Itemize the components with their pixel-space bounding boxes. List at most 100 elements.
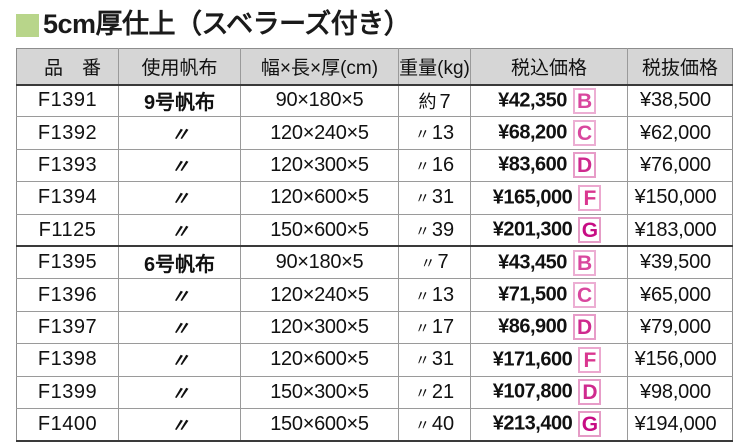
cell-cloth-type: 〃	[118, 181, 241, 215]
table-body: F1391 9号帆布 90×180×5 約 7 ¥42,350 B ¥38,500 F1392 〃…	[16, 84, 733, 442]
cell-product-code: F1125	[16, 214, 119, 247]
table-row: F1399 〃 150×300×5 〃 21 ¥107,800 D ¥98,000	[16, 376, 733, 409]
table-row: F1391 9号帆布 90×180×5 約 7 ¥42,350 B ¥38,500	[16, 84, 733, 118]
cell-price-excl-tax: ¥156,000	[627, 343, 733, 377]
cell-weight: 〃 7	[398, 245, 471, 280]
cell-price-incl-tax: ¥71,500 C	[470, 278, 628, 312]
table-row: F1392 〃 120×240×5 〃 13 ¥68,200 C ¥62,000	[16, 116, 733, 150]
spec-table-container: 品 番 使用帆布 幅×長×厚(cm) 重量(kg) 税込価格 税抜価格 F139…	[16, 48, 733, 442]
cell-dimensions: 150×300×5	[240, 376, 399, 409]
grade-badge: G	[578, 411, 602, 438]
cell-dimensions: 120×300×5	[240, 149, 399, 183]
cell-dimensions: 120×600×5	[240, 181, 399, 215]
cell-weight: 〃 39	[398, 214, 471, 247]
cell-weight: 〃 17	[398, 311, 471, 345]
cell-dimensions: 90×180×5	[240, 84, 399, 118]
cell-cloth-type: 〃	[118, 278, 241, 312]
cell-cloth-type: 6号帆布	[118, 245, 241, 280]
cell-weight: 〃 31	[398, 343, 471, 377]
cell-product-code: F1398	[16, 343, 119, 377]
cell-price-excl-tax: ¥79,000	[627, 311, 733, 345]
grade-badge: C	[572, 282, 596, 309]
cell-weight: 〃 13	[398, 116, 471, 150]
cell-price-excl-tax: ¥98,000	[627, 376, 733, 409]
column-header-weight: 重量(kg)	[398, 48, 471, 86]
cell-weight: 〃 16	[398, 149, 471, 183]
column-header-price-incl: 税込価格	[470, 48, 628, 86]
cell-product-code: F1394	[16, 181, 119, 215]
cell-product-code: F1399	[16, 376, 119, 409]
cell-price-incl-tax: ¥68,200 C	[470, 116, 628, 150]
cell-price-incl-tax: ¥83,600 D	[470, 149, 628, 183]
cell-price-excl-tax: ¥76,000	[627, 149, 733, 183]
page-title: 5cm厚仕上（スベラーズ付き）	[0, 0, 747, 48]
grade-badge: C	[572, 120, 596, 147]
cell-dimensions: 120×240×5	[240, 278, 399, 312]
cell-cloth-type: 9号帆布	[118, 84, 241, 118]
cell-price-excl-tax: ¥62,000	[627, 116, 733, 150]
cell-dimensions: 150×600×5	[240, 214, 399, 247]
cell-weight: 〃 13	[398, 278, 471, 312]
cell-cloth-type: 〃	[118, 214, 241, 247]
table-row: F1398 〃 120×600×5 〃 31 ¥171,600 F ¥156,000	[16, 343, 733, 377]
cell-product-code: F1395	[16, 245, 119, 280]
cell-price-incl-tax: ¥165,000 F	[470, 181, 628, 215]
cell-price-incl-tax: ¥86,900 D	[470, 311, 628, 345]
cell-product-code: F1397	[16, 311, 119, 345]
column-header-code: 品 番	[16, 48, 119, 86]
table-row: F1394 〃 120×600×5 〃 31 ¥165,000 F ¥150,000	[16, 181, 733, 215]
cell-product-code: F1393	[16, 149, 119, 183]
cell-cloth-type: 〃	[118, 343, 241, 377]
cell-weight: 〃 21	[398, 376, 471, 409]
table-row: F1125 〃 150×600×5 〃 39 ¥201,300 G ¥183,000	[16, 214, 733, 247]
cell-dimensions: 120×600×5	[240, 343, 399, 377]
cell-product-code: F1392	[16, 116, 119, 150]
grade-badge: B	[572, 87, 596, 114]
grade-badge: D	[572, 314, 596, 341]
column-header-price-excl: 税抜価格	[627, 48, 733, 86]
title-marker-icon	[16, 13, 39, 37]
grade-badge: B	[572, 249, 596, 276]
cell-product-code: F1396	[16, 278, 119, 312]
table-row: F1396 〃 120×240×5 〃 13 ¥71,500 C ¥65,000	[16, 278, 733, 312]
cell-price-excl-tax: ¥65,000	[627, 278, 733, 312]
table-row: F1397 〃 120×300×5 〃 17 ¥86,900 D ¥79,000	[16, 311, 733, 345]
cell-price-incl-tax: ¥171,600 F	[470, 343, 628, 377]
grade-badge: D	[572, 152, 596, 179]
table-row: F1395 6号帆布 90×180×5 〃 7 ¥43,450 B ¥39,500	[16, 245, 733, 280]
cell-price-excl-tax: ¥183,000	[627, 214, 733, 247]
cell-price-incl-tax: ¥107,800 D	[470, 376, 628, 409]
cell-cloth-type: 〃	[118, 116, 241, 150]
grade-badge: G	[578, 217, 602, 243]
table-row: F1393 〃 120×300×5 〃 16 ¥83,600 D ¥76,000	[16, 149, 733, 183]
grade-badge: F	[578, 346, 602, 373]
cell-weight: 〃 40	[398, 408, 471, 442]
cell-price-excl-tax: ¥194,000	[627, 408, 733, 442]
cell-price-excl-tax: ¥39,500	[627, 245, 733, 280]
product-spec-table: 品 番 使用帆布 幅×長×厚(cm) 重量(kg) 税込価格 税抜価格 F139…	[16, 48, 733, 442]
page-title-text: 5cm厚仕上（スベラーズ付き）	[43, 8, 411, 39]
grade-badge: D	[578, 379, 602, 406]
table-header-row: 品 番 使用帆布 幅×長×厚(cm) 重量(kg) 税込価格 税抜価格	[16, 48, 733, 86]
cell-cloth-type: 〃	[118, 376, 241, 409]
cell-price-incl-tax: ¥201,300 G	[470, 214, 628, 247]
cell-dimensions: 120×300×5	[240, 311, 399, 345]
cell-cloth-type: 〃	[118, 408, 241, 442]
cell-dimensions: 120×240×5	[240, 116, 399, 150]
table-header: 品 番 使用帆布 幅×長×厚(cm) 重量(kg) 税込価格 税抜価格	[16, 48, 733, 86]
cell-price-excl-tax: ¥150,000	[627, 181, 733, 215]
cell-weight: 〃 31	[398, 181, 471, 215]
table-row: F1400 〃 150×600×5 〃 40 ¥213,400 G ¥194,000	[16, 408, 733, 442]
cell-price-incl-tax: ¥43,450 B	[470, 245, 628, 280]
cell-dimensions: 150×600×5	[240, 408, 399, 442]
cell-price-incl-tax: ¥213,400 G	[470, 408, 628, 442]
cell-cloth-type: 〃	[118, 311, 241, 345]
grade-badge: F	[578, 184, 602, 211]
cell-product-code: F1400	[16, 408, 119, 442]
column-header-cloth: 使用帆布	[118, 48, 241, 86]
cell-cloth-type: 〃	[118, 149, 241, 183]
cell-dimensions: 90×180×5	[240, 245, 399, 280]
cell-product-code: F1391	[16, 84, 119, 118]
